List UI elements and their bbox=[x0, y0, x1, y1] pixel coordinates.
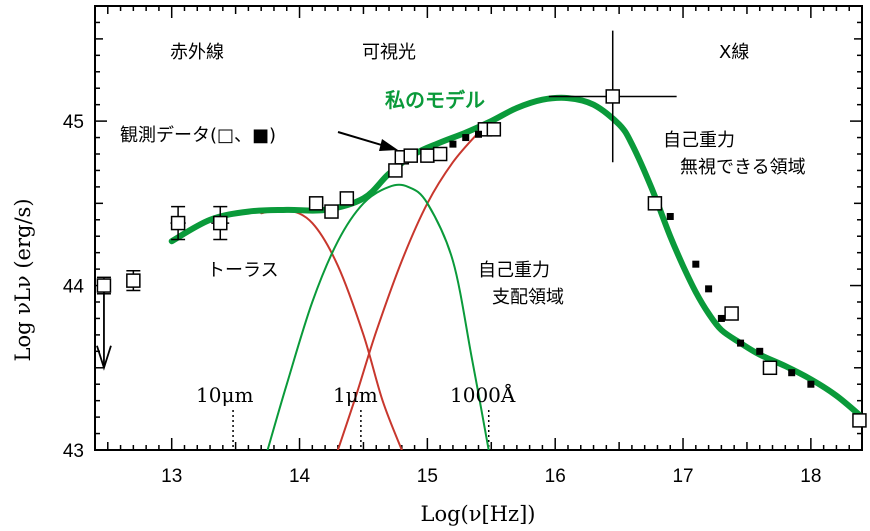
observation-label: 観測データ(□、■) bbox=[120, 125, 276, 146]
region-label-infrared: 赤外線 bbox=[170, 42, 224, 63]
obs-filled-point bbox=[717, 314, 725, 322]
obs-filled-point bbox=[666, 212, 674, 220]
obs-open-point bbox=[126, 273, 141, 288]
obs-open-point bbox=[852, 413, 867, 428]
y-tick-label: 43 bbox=[63, 441, 84, 462]
obs-open-point bbox=[339, 191, 355, 206]
torus-label: トーラス bbox=[207, 260, 279, 281]
obs-upper-limit-arrow-0 bbox=[96, 345, 112, 371]
series-line-component-1 bbox=[260, 208, 403, 450]
obs-open-point bbox=[308, 196, 324, 211]
obs-open-point bbox=[486, 122, 502, 137]
region-label-xray: X線 bbox=[719, 42, 749, 63]
obs-filled-point bbox=[756, 347, 764, 355]
model-label: 私のモデル bbox=[385, 88, 485, 112]
y-tick-label: 44 bbox=[63, 277, 85, 298]
y-axis-title: Log νLν (erg/s) bbox=[11, 198, 35, 361]
wavelength-label-10um: 10μm bbox=[196, 383, 253, 407]
obs-open-point bbox=[724, 306, 739, 321]
y-tick-label: 45 bbox=[63, 112, 84, 133]
obs-filled-point bbox=[807, 380, 815, 388]
obs-filled-point bbox=[692, 260, 700, 268]
x-tick-label: 14 bbox=[289, 466, 311, 487]
x-axis-title: Log(ν[Hz]) bbox=[421, 502, 536, 526]
observation-arrow-head bbox=[379, 139, 398, 151]
x-tick-label: 15 bbox=[417, 466, 438, 487]
obs-open-point bbox=[605, 89, 620, 104]
region-label-visible: 可視光 bbox=[362, 42, 416, 63]
series-line-component-3 bbox=[266, 183, 490, 450]
obs-filled-point bbox=[449, 140, 457, 148]
x-tick-label: 13 bbox=[161, 466, 182, 487]
obs-open-point bbox=[420, 148, 435, 163]
obs-filled-point bbox=[705, 285, 713, 293]
self-gravity-negligible-label-2: 無視できる領域 bbox=[680, 157, 806, 178]
obs-filled-point bbox=[737, 339, 745, 347]
obs-open-point bbox=[213, 215, 228, 231]
obs-open-point bbox=[403, 148, 418, 163]
obs-open-point bbox=[647, 196, 663, 211]
wavelength-label-1000a: 1000Å bbox=[450, 382, 516, 407]
obs-open-point bbox=[170, 215, 186, 231]
self-gravity-dominated-label-2: 支配領域 bbox=[492, 287, 564, 308]
obs-filled-point bbox=[462, 134, 470, 142]
x-tick-label: 18 bbox=[800, 466, 821, 487]
x-tick-label: 17 bbox=[672, 466, 693, 487]
obs-filled-point bbox=[788, 369, 796, 377]
wavelength-label-1um: 1μm bbox=[333, 383, 378, 407]
obs-open-point bbox=[324, 204, 339, 219]
obs-filled-point bbox=[475, 130, 482, 138]
self-gravity-dominated-label-1: 自己重力 bbox=[478, 260, 550, 281]
obs-open-point bbox=[762, 360, 778, 376]
observation-arrow-line bbox=[337, 131, 386, 147]
obs-open-point bbox=[432, 146, 448, 162]
obs-open-point bbox=[96, 278, 112, 293]
self-gravity-negligible-label-1: 自己重力 bbox=[663, 130, 735, 151]
x-tick-label: 16 bbox=[545, 466, 566, 487]
obs-open-point bbox=[388, 163, 403, 178]
